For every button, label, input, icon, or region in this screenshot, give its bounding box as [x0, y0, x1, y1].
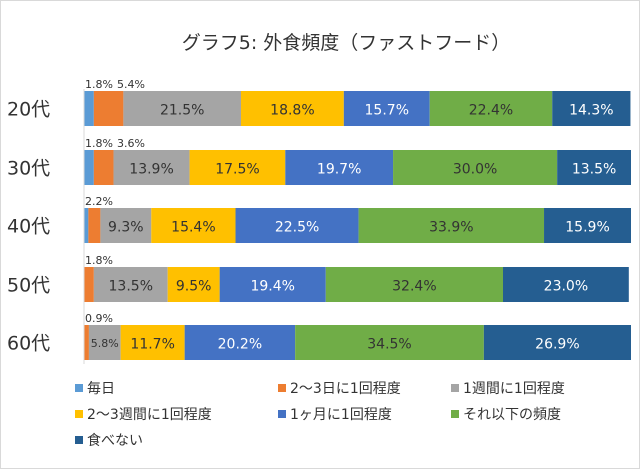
data-label: 13.5% — [572, 162, 616, 178]
bar-segment — [483, 325, 631, 360]
category-label: 60代 — [7, 333, 50, 355]
data-label: 3.6% — [117, 137, 145, 150]
bar-segment — [240, 91, 344, 126]
legend-label: 食べない — [87, 432, 143, 449]
data-label: 15.4% — [171, 220, 215, 236]
legend-swatch — [451, 384, 459, 392]
legend-label: 2〜3週間に1回程度 — [87, 407, 212, 423]
bar-segment — [189, 150, 286, 185]
data-label: 19.7% — [317, 162, 361, 178]
data-label: 1.8% — [85, 254, 113, 267]
bar-segment — [113, 150, 190, 185]
data-label: 1.8% — [85, 78, 113, 91]
chart-title: グラフ5: 外食頻度（ファストフード） — [182, 32, 511, 54]
data-label: 5.8% — [91, 337, 119, 350]
data-label: 18.8% — [270, 103, 314, 119]
legend-label: 1週間に1回程度 — [463, 381, 565, 397]
category-label: 50代 — [7, 275, 50, 297]
data-label: 14.3% — [569, 103, 613, 119]
data-label: 2.2% — [85, 195, 113, 208]
data-label: 5.4% — [117, 78, 145, 91]
bar-segment — [343, 91, 430, 126]
legend-swatch — [75, 384, 83, 392]
legend-swatch — [278, 410, 286, 418]
bar-segment — [120, 325, 185, 360]
data-label: 17.5% — [215, 162, 259, 178]
category-label: 30代 — [7, 158, 50, 180]
category-label: 20代 — [7, 99, 50, 121]
data-label: 23.0% — [544, 279, 588, 295]
bar-segment — [84, 91, 94, 126]
bar-segment — [93, 91, 124, 126]
data-label: 21.5% — [160, 103, 204, 119]
data-label: 15.9% — [565, 220, 609, 236]
data-label: 33.9% — [429, 220, 473, 236]
bar-segment — [151, 208, 236, 243]
bar-segment — [123, 91, 241, 126]
bar-segment — [184, 325, 296, 360]
data-label: 34.5% — [367, 337, 411, 353]
bar-segment — [393, 150, 558, 185]
data-label: 15.7% — [365, 103, 409, 119]
data-label: 30.0% — [453, 162, 497, 178]
bar-segment — [429, 91, 553, 126]
category-label: 40代 — [7, 216, 50, 238]
legend-label: 1ヶ月に1回程度 — [290, 407, 392, 423]
bar-segment — [325, 267, 504, 302]
data-label: 32.4% — [392, 279, 436, 295]
legend-label: 毎日 — [87, 381, 115, 397]
data-label: 9.3% — [108, 220, 144, 236]
data-label: 13.5% — [109, 279, 153, 295]
bar-segment — [358, 208, 545, 243]
bar-segment — [295, 325, 484, 360]
legend-swatch — [75, 436, 83, 444]
bar-segment — [84, 150, 94, 185]
bar-segment — [219, 267, 326, 302]
bar-segment — [167, 267, 220, 302]
bar-segment — [235, 208, 359, 243]
data-label: 26.9% — [535, 337, 579, 353]
bar-segment — [552, 91, 631, 126]
bar-segment — [93, 150, 114, 185]
bar-segment — [88, 325, 121, 360]
bar-segment — [84, 208, 89, 243]
legend-swatch — [75, 410, 83, 418]
data-label: 0.9% — [85, 312, 113, 325]
bar-segment — [88, 208, 101, 243]
bar-segment — [100, 208, 152, 243]
data-label: 22.4% — [469, 103, 513, 119]
bar-segment — [84, 267, 94, 302]
bar-segment — [557, 150, 631, 185]
bar-segment — [84, 325, 89, 360]
bar-segment — [503, 267, 629, 302]
data-label: 13.9% — [129, 162, 173, 178]
data-label: 19.4% — [250, 279, 294, 295]
data-label: 9.5% — [176, 279, 212, 295]
legend-label: 2〜3日に1回程度 — [290, 381, 401, 397]
data-label: 22.5% — [275, 220, 319, 236]
data-label: 1.8% — [85, 137, 113, 150]
legend-swatch — [278, 384, 286, 392]
bar-segment — [544, 208, 631, 243]
data-label: 11.7% — [130, 337, 174, 353]
bar-segment — [93, 267, 168, 302]
legend-label: それ以下の頻度 — [463, 407, 561, 423]
legend-swatch — [451, 410, 459, 418]
bar-segment — [285, 150, 394, 185]
data-label: 20.2% — [218, 337, 262, 353]
